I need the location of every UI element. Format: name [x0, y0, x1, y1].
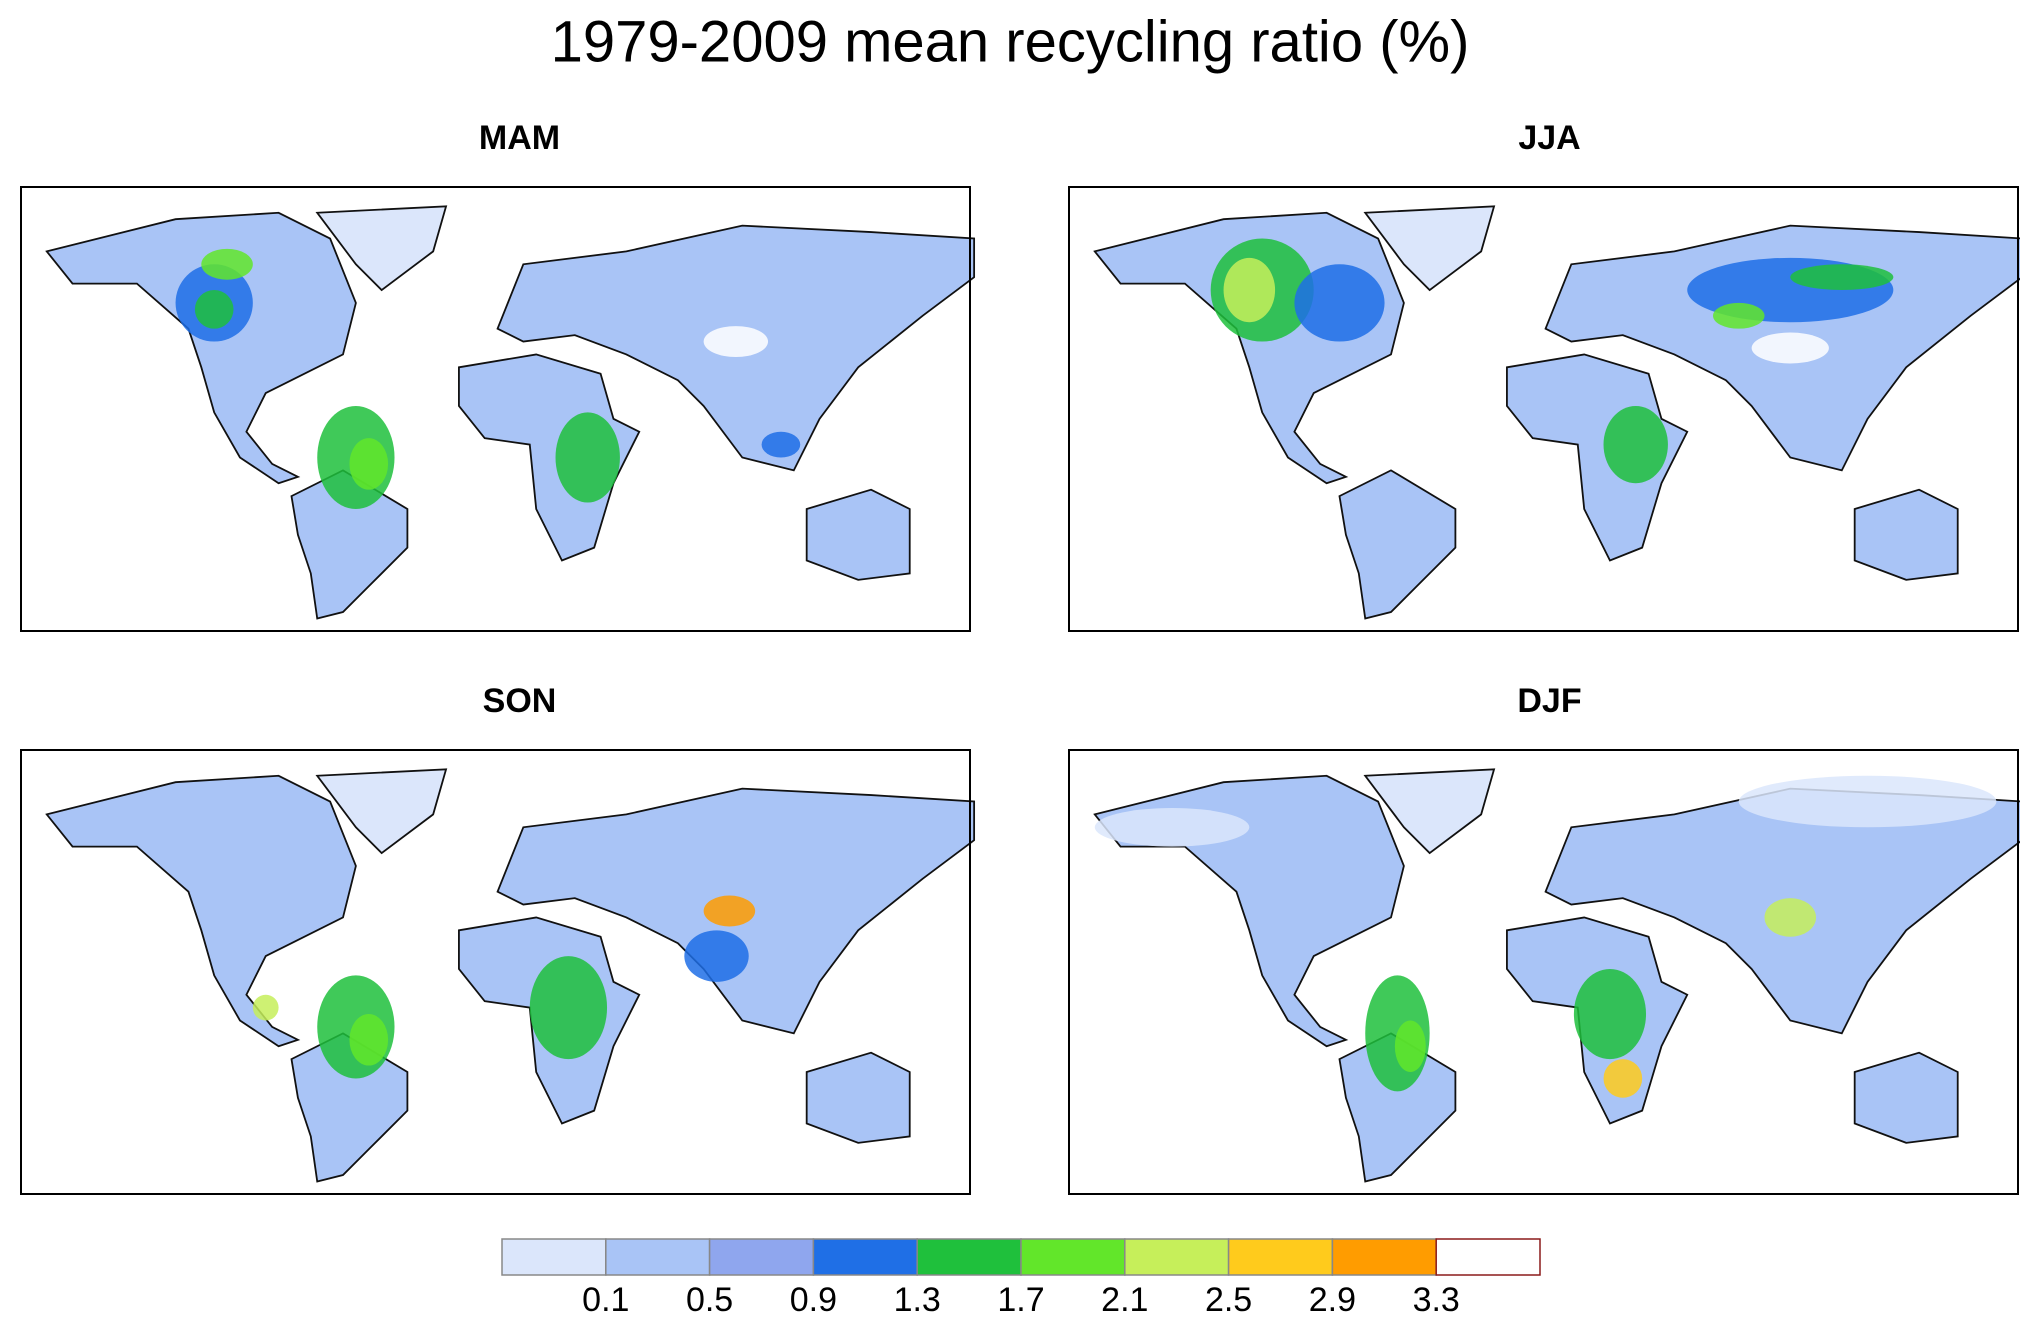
field-patch	[1790, 264, 1893, 290]
colorbar-label: 2.9	[1309, 1281, 1356, 1319]
colorbar-label: 2.1	[1101, 1281, 1148, 1319]
field-patch	[1604, 406, 1668, 483]
field-patch	[556, 412, 620, 502]
panel-title: MAM	[479, 119, 560, 157]
colorbar-box	[1229, 1239, 1333, 1275]
field-patch	[1752, 333, 1829, 364]
colorbar-box	[1332, 1239, 1436, 1275]
map	[47, 206, 974, 618]
field-patch	[530, 956, 607, 1059]
field-patch	[349, 1014, 388, 1066]
field-patch	[253, 995, 279, 1021]
colorbar-box	[1125, 1239, 1229, 1275]
colorbar-label: 1.7	[997, 1281, 1044, 1319]
field-patch	[762, 432, 801, 458]
field-patch	[1395, 1020, 1426, 1072]
colorbar-label: 2.5	[1205, 1281, 1252, 1319]
field-patch	[1765, 898, 1817, 937]
figure-title: 1979-2009 mean recycling ratio (%)	[551, 9, 1470, 74]
colorbar-box	[502, 1239, 606, 1275]
panel-title: JJA	[1518, 119, 1580, 157]
field-patch	[1224, 258, 1276, 322]
colorbar-label: 0.9	[790, 1281, 837, 1319]
field-patch	[1095, 808, 1250, 847]
land	[47, 206, 974, 618]
colorbar-label: 1.3	[894, 1281, 941, 1319]
map	[1095, 206, 2020, 618]
field-patch	[1604, 1059, 1643, 1098]
colorbar: 0.1 0.5 0.9 1.3 1.7 2.1 2.5 2.9 3.3	[502, 1239, 1540, 1319]
panel-title: DJF	[1517, 682, 1581, 720]
field-patch	[704, 896, 756, 927]
field-patch	[1294, 264, 1384, 341]
panels: MAM JJA SON DJF	[21, 119, 2020, 1194]
field-patch	[201, 249, 253, 280]
field-patch	[684, 930, 748, 982]
colorbar-label: 3.3	[1413, 1281, 1460, 1319]
colorbar-box	[710, 1239, 814, 1275]
figure: 1979-2009 mean recycling ratio (%) MAM JJ…	[0, 0, 2020, 1321]
panel-title: SON	[483, 682, 557, 720]
land	[47, 769, 974, 1181]
colorbar-box	[813, 1239, 917, 1275]
colorbar-box	[606, 1239, 710, 1275]
field-patch	[195, 290, 234, 329]
field-patch	[1574, 969, 1646, 1059]
colorbar-box	[1436, 1239, 1540, 1275]
field-patch	[1739, 776, 1997, 828]
field-patch	[1713, 303, 1765, 329]
field-patch	[704, 326, 768, 357]
map	[47, 769, 974, 1181]
colorbar-label: 0.1	[582, 1281, 629, 1319]
colorbar-box	[917, 1239, 1021, 1275]
field-patch	[349, 438, 388, 490]
colorbar-label: 0.5	[686, 1281, 733, 1319]
colorbar-box	[1021, 1239, 1125, 1275]
map	[1095, 769, 2020, 1181]
